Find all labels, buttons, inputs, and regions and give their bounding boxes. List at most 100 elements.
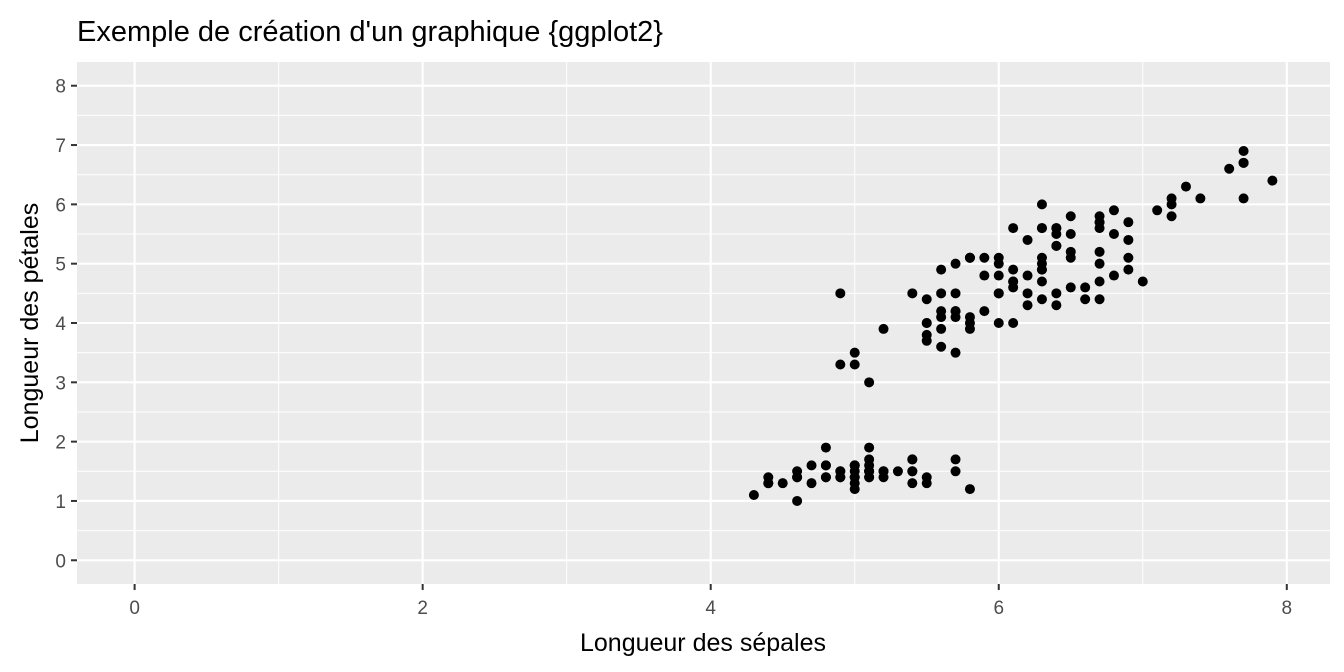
data-point [1051, 240, 1062, 251]
y-tick-label: 7 [55, 136, 66, 157]
data-point [1022, 288, 1033, 299]
data-point [907, 478, 918, 489]
data-point [1094, 276, 1105, 287]
data-point [792, 472, 803, 483]
data-point [1008, 318, 1019, 328]
minor-gridlines [77, 62, 1330, 584]
data-point [1123, 252, 1134, 263]
data-points [748, 145, 1278, 506]
data-point [950, 454, 961, 465]
y-tick-label: 1 [55, 492, 66, 513]
data-point [892, 466, 903, 477]
data-point [1008, 264, 1019, 275]
data-point [1094, 246, 1105, 257]
data-point [1094, 217, 1105, 228]
data-point [864, 377, 875, 388]
data-point [1036, 294, 1047, 305]
data-point [936, 288, 947, 299]
data-point [1080, 282, 1091, 293]
x-tick-label: 6 [993, 598, 1004, 619]
x-tick-label: 2 [417, 598, 428, 619]
data-point [806, 460, 817, 471]
data-point [1152, 205, 1163, 216]
data-point [806, 478, 817, 489]
data-point [1036, 276, 1047, 287]
data-point [964, 484, 975, 495]
data-point [1051, 288, 1062, 299]
x-tick-label: 8 [1282, 598, 1293, 619]
data-point [936, 306, 947, 317]
data-point [1065, 211, 1076, 222]
data-point [1108, 270, 1119, 281]
data-point [1108, 229, 1119, 240]
data-point [820, 460, 831, 471]
data-point [878, 466, 889, 477]
data-point [835, 472, 846, 483]
data-point [1036, 199, 1047, 210]
data-point [1108, 205, 1119, 216]
data-point [1123, 264, 1134, 275]
data-point [1065, 246, 1076, 257]
data-point [936, 323, 947, 334]
data-point [820, 442, 831, 453]
data-point [1238, 145, 1249, 156]
data-point [950, 288, 961, 299]
data-point [950, 466, 961, 477]
data-point [1022, 234, 1033, 245]
data-point [864, 460, 875, 471]
data-point [950, 258, 961, 269]
data-point [921, 478, 932, 489]
data-point [1238, 157, 1249, 168]
data-point [1238, 193, 1249, 204]
data-point [907, 288, 918, 299]
y-tick-label: 2 [55, 433, 66, 454]
data-point [1051, 229, 1062, 240]
y-tick-label: 8 [55, 77, 66, 98]
data-point [964, 252, 975, 263]
x-axis: 0 2 4 6 8 [129, 584, 1292, 619]
data-point [979, 306, 990, 317]
data-point [1094, 258, 1105, 269]
x-axis-title: Longueur des sépales [580, 629, 826, 657]
data-point [849, 359, 860, 370]
y-axis-title: Longueur des pétales [16, 203, 44, 443]
x-tick-label: 0 [129, 598, 140, 619]
data-point [835, 288, 846, 299]
data-point [1008, 223, 1019, 234]
data-point [849, 472, 860, 483]
y-tick-label: 5 [55, 255, 66, 276]
data-point [1180, 181, 1191, 192]
data-point [993, 270, 1004, 281]
data-point [1267, 175, 1278, 186]
data-point [878, 323, 889, 334]
data-point [979, 270, 990, 281]
x-tick-label: 4 [705, 598, 716, 619]
data-point [1123, 234, 1134, 245]
data-point [1065, 282, 1076, 293]
data-point [748, 490, 759, 501]
data-point [835, 359, 846, 370]
data-point [936, 264, 947, 275]
data-point [950, 347, 961, 358]
data-point [792, 495, 803, 506]
data-point [907, 454, 918, 465]
y-tick-label: 3 [55, 373, 66, 394]
data-point [864, 442, 875, 453]
y-tick-label: 4 [55, 314, 66, 335]
data-point [964, 318, 975, 328]
data-point [1123, 217, 1134, 228]
y-tick-label: 0 [55, 551, 66, 572]
data-point [1166, 199, 1177, 210]
data-point [849, 347, 860, 358]
y-axis: 0 1 2 3 4 5 6 7 8 [55, 77, 77, 572]
major-gridlines [77, 62, 1330, 584]
data-point [1137, 276, 1148, 287]
data-point [1022, 300, 1033, 311]
data-point [849, 460, 860, 471]
data-point [921, 294, 932, 305]
y-tick-label: 6 [55, 195, 66, 216]
data-point [921, 318, 932, 328]
data-point [993, 318, 1004, 328]
data-point [979, 252, 990, 263]
